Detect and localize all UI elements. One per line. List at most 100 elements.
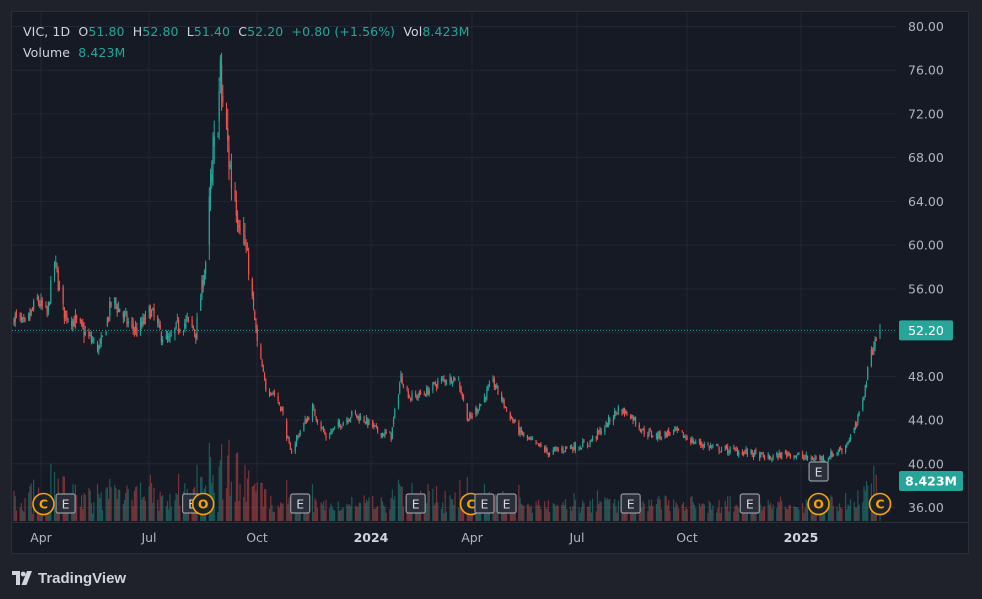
candle-body	[41, 300, 43, 306]
candle-body	[119, 308, 121, 313]
candle-body	[540, 443, 542, 447]
volume-bar	[552, 502, 554, 521]
svg-text:E: E	[296, 497, 304, 512]
candle-body	[668, 430, 670, 434]
candle-body	[536, 442, 538, 444]
earnings-marker[interactable]: E	[496, 493, 517, 514]
volume-bar	[673, 499, 675, 521]
candle-body	[281, 407, 283, 411]
candle-body	[169, 335, 171, 339]
price-axis[interactable]: 80.0076.0072.0068.0064.0060.0056.0052.00…	[908, 19, 944, 515]
volume-bar	[175, 493, 177, 521]
volume-bar	[329, 508, 331, 521]
volume-title[interactable]: Volume	[23, 45, 71, 60]
candle-body	[47, 302, 49, 311]
earnings-marker[interactable]: E	[739, 493, 760, 514]
candle-body	[595, 436, 597, 439]
other-event-marker[interactable]: O	[807, 492, 830, 516]
earnings-marker[interactable]: E	[55, 493, 76, 514]
earnings-marker[interactable]: E	[808, 461, 829, 482]
candle-body	[675, 427, 677, 430]
candle-body	[117, 307, 120, 312]
x-tick-label: Apr	[30, 530, 52, 545]
volume-bar	[776, 507, 778, 521]
candle-body	[569, 446, 572, 448]
candle-body	[299, 431, 301, 435]
earnings-marker[interactable]: E	[620, 493, 641, 514]
volume-bar	[867, 485, 869, 521]
volume-bar	[553, 503, 556, 521]
candle-body	[853, 428, 855, 433]
svg-text:C: C	[466, 497, 475, 512]
earnings-marker[interactable]: E	[474, 493, 495, 514]
volume-bar	[392, 499, 395, 521]
volume-bar	[325, 499, 327, 521]
volume-bar	[772, 504, 774, 521]
volume-bar	[246, 478, 248, 521]
candle-body	[391, 427, 393, 440]
candle-body	[630, 416, 632, 419]
volume-bar	[228, 439, 230, 521]
candle-body	[598, 430, 600, 432]
volume-bar	[573, 493, 575, 521]
volume-bar	[684, 510, 686, 521]
volume-bar	[652, 506, 654, 521]
x-tick-label: Oct	[246, 530, 268, 545]
volume-bar	[572, 505, 574, 521]
volume-bar	[426, 502, 428, 521]
volume-bar	[716, 512, 718, 521]
candle-body	[682, 433, 685, 439]
candle-body	[256, 328, 258, 341]
tradingview-logo[interactable]: TradingView	[12, 568, 126, 588]
candle-body	[114, 298, 116, 304]
other-event-marker[interactable]: O	[191, 492, 215, 516]
candle-body	[655, 434, 658, 437]
y-tick-label: 76.00	[908, 63, 944, 78]
earnings-marker[interactable]: E	[405, 493, 426, 514]
volume-bar	[862, 502, 864, 521]
volume-bar	[141, 499, 143, 521]
candle-body	[442, 378, 444, 380]
candle-body	[260, 345, 262, 359]
volume-bar	[109, 478, 111, 521]
candle-body	[289, 444, 291, 450]
volume-bar	[150, 482, 153, 521]
candle-body	[100, 336, 102, 344]
volume-bar	[462, 505, 465, 521]
candle-body	[666, 430, 669, 436]
volume-bar	[15, 510, 18, 521]
volume-bar	[719, 513, 721, 521]
candle-body	[418, 391, 420, 397]
y-tick-label: 44.00	[908, 413, 944, 428]
candle-body	[470, 414, 472, 416]
symbol-label[interactable]: VIC, 1D	[23, 24, 71, 39]
candle-body	[440, 378, 443, 381]
candle-body	[162, 339, 164, 342]
volume-bar	[836, 506, 838, 521]
volume-bar	[660, 509, 662, 521]
candle-body	[587, 443, 589, 446]
earnings-marker[interactable]: E	[290, 493, 311, 514]
volume-bar	[435, 486, 438, 521]
candle-body	[469, 414, 471, 419]
candle-body	[787, 453, 789, 456]
candle-body	[63, 306, 65, 319]
y-tick-label: 68.00	[908, 150, 944, 165]
last-price-badge: 52.20	[899, 320, 953, 341]
candle-body	[564, 446, 567, 450]
time-axis[interactable]: Apr Jul Oct 2024 Apr Jul Oct 2025	[12, 522, 968, 546]
corporate-event-marker[interactable]: C	[32, 492, 55, 516]
corporate-event-marker[interactable]: C	[868, 492, 892, 516]
candle-body	[159, 324, 161, 330]
volume-bar	[548, 512, 551, 521]
candle-body	[170, 335, 172, 337]
candle-body	[762, 453, 764, 456]
volume-bar	[401, 486, 403, 521]
candle-body	[230, 170, 233, 189]
open-label: O	[78, 24, 89, 39]
volume-bar	[359, 502, 361, 521]
candle-body	[390, 432, 392, 441]
candle-body	[604, 428, 606, 433]
svg-text:O: O	[813, 497, 824, 512]
